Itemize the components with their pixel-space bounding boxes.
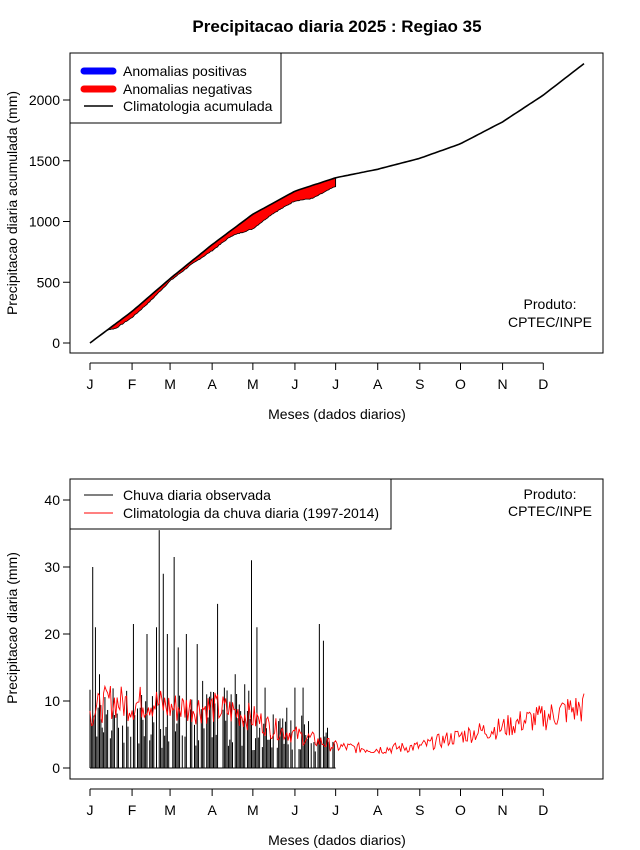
- daily-y-tick-label: 0: [52, 760, 60, 776]
- legend-label-observed: Chuva diaria observada: [123, 487, 271, 503]
- cumulative-x-tick-label: J: [291, 376, 298, 392]
- legend-label-daily-climatology: Climatologia da chuva diaria (1997-2014): [123, 505, 379, 521]
- observed-rain-bars: [89, 530, 585, 769]
- daily-x-tick-label: S: [415, 802, 424, 818]
- cumulative-legend: Anomalias positivas Anomalias negativas …: [69, 52, 282, 124]
- cumulative-y-axis: 0 500 1000 1500 2000: [29, 92, 71, 351]
- cumulative-panel: 0 500 1000 1500 2000 J F M A M J J A S O N D Meses (dad…: [4, 52, 604, 422]
- climatology-cumulative-line: [89, 62, 585, 344]
- daily-y-axis: 0 10 20 30 40: [44, 492, 71, 776]
- daily-y-tick-label: 30: [44, 559, 60, 575]
- daily-x-tick-label: A: [373, 802, 383, 818]
- daily-x-tick-label: J: [332, 802, 339, 818]
- daily-panel: 0 10 20 30 40 J F M A M J J A S O N D Meses (dados diar…: [4, 478, 604, 848]
- chart-title: Precipitacao diaria 2025 : Regiao 35: [192, 17, 481, 36]
- cumulative-y-tick-label: 1500: [29, 153, 60, 169]
- cumulative-y-tick-label: 1000: [29, 214, 60, 230]
- daily-x-tick-label: M: [247, 802, 259, 818]
- cumulative-x-tick-label: M: [164, 376, 176, 392]
- daily-y-axis-label: Precipitacao diaria (mm): [4, 552, 20, 704]
- cumulative-x-axis-label: Meses (dados diarios): [268, 406, 406, 422]
- daily-x-tick-label: N: [498, 802, 508, 818]
- negative-anomaly-area: [89, 177, 336, 344]
- daily-climatology-line: [89, 684, 585, 755]
- daily-x-tick-label: J: [87, 802, 94, 818]
- daily-x-tick-label: O: [455, 802, 466, 818]
- legend-label-positive: Anomalias positivas: [123, 63, 247, 79]
- cumulative-x-tick-label: M: [247, 376, 259, 392]
- cumulative-x-tick-label: A: [207, 376, 217, 392]
- cumulative-y-tick-label: 2000: [29, 92, 60, 108]
- daily-x-tick-label: M: [164, 802, 176, 818]
- cumulative-y-tick-label: 500: [37, 274, 61, 290]
- cumulative-x-tick-label: O: [455, 376, 466, 392]
- daily-x-tick-label: F: [128, 802, 137, 818]
- daily-x-axis-label: Meses (dados diarios): [268, 832, 406, 848]
- product-credit-label: Produto:: [524, 296, 577, 312]
- legend-label-negative: Anomalias negativas: [123, 81, 252, 97]
- cumulative-x-tick-label: D: [538, 376, 548, 392]
- cumulative-x-tick-label: J: [87, 376, 94, 392]
- product-credit-label-2: Produto:: [524, 486, 577, 502]
- cumulative-y-axis-label: Precipitacao diaria acumulada (mm): [4, 91, 20, 315]
- cumulative-x-tick-label: F: [128, 376, 137, 392]
- daily-y-tick-label: 20: [44, 626, 60, 642]
- legend-label-climatology: Climatologia acumulada: [123, 98, 273, 114]
- cumulative-x-tick-label: A: [373, 376, 383, 392]
- negative-anomaly-area-group: [89, 62, 585, 344]
- daily-legend: Chuva diaria observada Climatologia da c…: [69, 478, 392, 530]
- cumulative-x-tick-label: J: [332, 376, 339, 392]
- product-credit-source: CPTEC/INPE: [508, 314, 592, 330]
- daily-x-tick-label: J: [291, 802, 298, 818]
- daily-y-tick-label: 10: [44, 693, 60, 709]
- daily-x-tick-label: D: [538, 802, 548, 818]
- product-credit-source-2: CPTEC/INPE: [508, 503, 592, 519]
- cumulative-x-tick-label: S: [415, 376, 424, 392]
- cumulative-x-tick-label: N: [498, 376, 508, 392]
- daily-x-tick-label: A: [207, 802, 217, 818]
- cumulative-y-tick-label: 0: [52, 335, 60, 351]
- daily-y-tick-label: 40: [44, 492, 60, 508]
- daily-legend-box: [69, 478, 392, 530]
